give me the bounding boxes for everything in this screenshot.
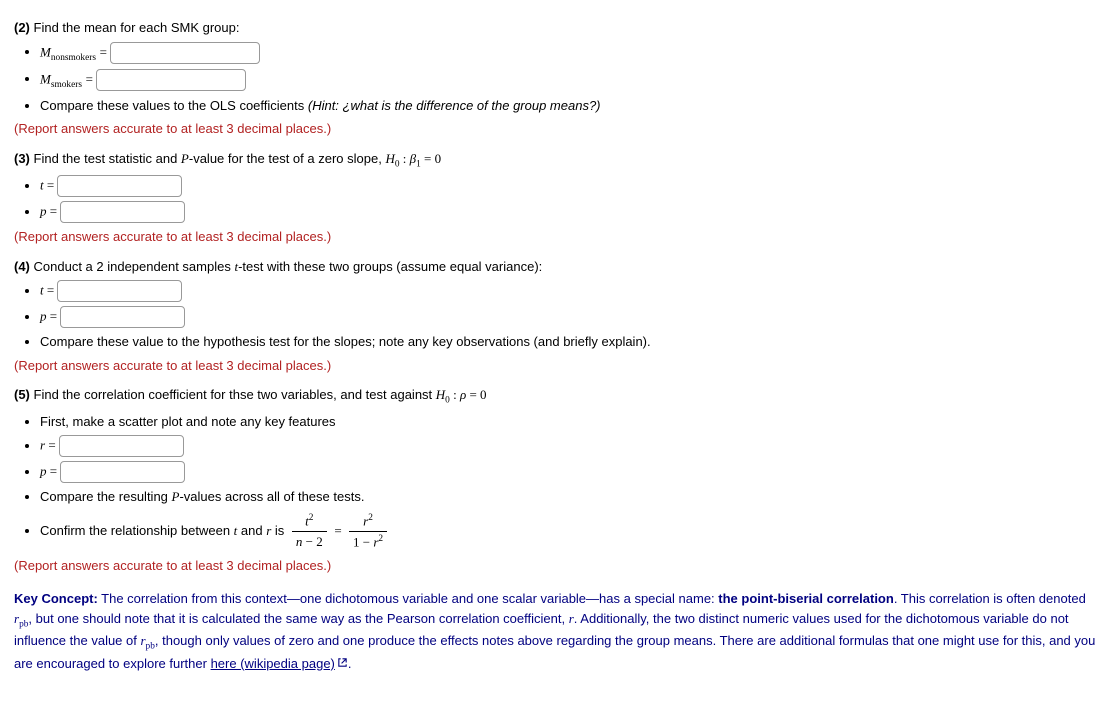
- q5-colon: :: [450, 387, 460, 402]
- kc-wikipedia-link[interactable]: here (wikipedia page): [211, 656, 335, 671]
- q3-eq0: = 0: [421, 151, 441, 166]
- q5-frac-left: t2 n − 2: [292, 511, 327, 551]
- q5-p-eq: =: [47, 464, 61, 479]
- q3-input-t[interactable]: [57, 175, 182, 197]
- q2-header: (2) Find the mean for each SMK group:: [14, 18, 1103, 38]
- q5-header: (5) Find the correlation coefficient for…: [14, 385, 1103, 408]
- q5-list: First, make a scatter plot and note any …: [40, 412, 1103, 552]
- q5-frac-eq: =: [334, 523, 345, 538]
- q4-p-eq: =: [47, 309, 61, 324]
- q5-confirm-and: and: [237, 523, 266, 538]
- q5-r-eq: =: [45, 438, 59, 453]
- q3-input-p[interactable]: [60, 201, 185, 223]
- q2-M-nonsmokers-M: M: [40, 44, 51, 59]
- q5-input-p[interactable]: [60, 461, 185, 483]
- q3-prompt-b: -value for the test of a zero slope,: [189, 151, 386, 166]
- key-concept-label: Key Concept:: [14, 591, 98, 606]
- q3-item-t: t =: [40, 175, 1103, 197]
- q4-input-p[interactable]: [60, 306, 185, 328]
- q2-M-smokers-M: M: [40, 71, 51, 86]
- q5-input-r[interactable]: [59, 435, 184, 457]
- q5-confirm-is: is: [271, 523, 288, 538]
- q2-item-compare: Compare these values to the OLS coeffici…: [40, 96, 1103, 116]
- kc-period: .: [348, 656, 352, 671]
- q2-input-nonsmokers[interactable]: [110, 42, 260, 64]
- q3-t-eq: =: [44, 178, 58, 193]
- q4-accuracy-note: (Report answers accurate to at least 3 d…: [14, 356, 1103, 376]
- q3-header: (3) Find the test statistic and P-value …: [14, 149, 1103, 172]
- q3-accuracy-note: (Report answers accurate to at least 3 d…: [14, 227, 1103, 247]
- q5-f2-rr2: 2: [378, 534, 383, 544]
- kc-t2: . This correlation is often denoted: [894, 591, 1086, 606]
- q5-item-compare: Compare the resulting P-values across al…: [40, 487, 1103, 507]
- key-concept-block: Key Concept: The correlation from this c…: [14, 589, 1103, 673]
- kc-pb-label: the point-biserial correlation: [718, 591, 894, 606]
- q4-prompt-b: -test with these two groups (assume equa…: [238, 259, 542, 274]
- q5-accuracy-note: (Report answers accurate to at least 3 d…: [14, 556, 1103, 576]
- kc-t5: , though only values of zero and one pro…: [14, 633, 1095, 671]
- q4-item-p: p =: [40, 306, 1103, 328]
- kc-pb-sub2: pb: [146, 642, 155, 652]
- q2-item-nonsmokers: Mnonsmokers =: [40, 42, 1103, 65]
- q3-p-eq: =: [47, 204, 61, 219]
- q5-item-p: p =: [40, 461, 1103, 483]
- q5-compare-a: Compare the resulting: [40, 489, 172, 504]
- q5-f1-t2: 2: [309, 513, 314, 523]
- q2-input-smokers[interactable]: [96, 69, 246, 91]
- q3-colon: :: [400, 151, 410, 166]
- q5-f2-1m: 1 −: [353, 534, 373, 549]
- q2-eq-1: =: [100, 44, 111, 59]
- q3-P-italic: P: [181, 151, 189, 166]
- q4-header: (4) Conduct a 2 independent samples t-te…: [14, 257, 1103, 277]
- q3-prompt-a: Find the test statistic and: [34, 151, 181, 166]
- q5-frac-right: r2 1 − r2: [349, 511, 387, 552]
- q2-accuracy-note: (Report answers accurate to at least 3 d…: [14, 119, 1103, 139]
- external-link-icon: [337, 654, 348, 665]
- q2-list: Mnonsmokers = Msmokers = Compare these v…: [40, 42, 1103, 116]
- q2-prompt: Find the mean for each SMK group:: [34, 20, 240, 35]
- q5-number: (5): [14, 387, 30, 402]
- q5-item-confirm: Confirm the relationship between t and r…: [40, 511, 1103, 552]
- q5-H: H: [436, 387, 445, 402]
- q3-item-p: p =: [40, 201, 1103, 223]
- q2-hint-text: ¿what is the difference of the group mea…: [339, 98, 601, 113]
- kc-t3: , but one should note that it is calcula…: [28, 611, 568, 626]
- q4-t-eq: =: [44, 283, 58, 298]
- q3-H: H: [385, 151, 394, 166]
- q4-prompt-a: Conduct a 2 independent samples: [34, 259, 235, 274]
- q2-compare-text: Compare these values to the OLS coeffici…: [40, 98, 308, 113]
- q2-M-smokers-sub: smokers: [51, 80, 82, 90]
- q5-f1-m2: − 2: [302, 534, 322, 549]
- q2-hint-label: (Hint:: [308, 98, 339, 113]
- q3-number: (3): [14, 151, 30, 166]
- q4-list: t = p = Compare these value to the hypot…: [40, 280, 1103, 352]
- q2-eq-2: =: [86, 71, 97, 86]
- kc-pb-sub1: pb: [19, 619, 28, 629]
- q5-prompt-a: Find the correlation coefficient for ths…: [34, 387, 436, 402]
- q5-f2-r2: 2: [368, 513, 373, 523]
- q4-item-t: t =: [40, 280, 1103, 302]
- q4-number: (4): [14, 259, 30, 274]
- q5-eq0: = 0: [466, 387, 486, 402]
- q5-item-scatter: First, make a scatter plot and note any …: [40, 412, 1103, 432]
- q3-list: t = p =: [40, 175, 1103, 223]
- q4-input-t[interactable]: [57, 280, 182, 302]
- q5-item-r: r =: [40, 435, 1103, 457]
- kc-t1: The correlation from this context—one di…: [98, 591, 718, 606]
- q2-number: (2): [14, 20, 30, 35]
- q5-compare-b: -values across all of these tests.: [179, 489, 364, 504]
- q5-confirm-a: Confirm the relationship between: [40, 523, 234, 538]
- q2-M-nonsmokers-sub: nonsmokers: [51, 53, 96, 63]
- q2-item-smokers: Msmokers =: [40, 69, 1103, 92]
- q4-item-compare: Compare these value to the hypothesis te…: [40, 332, 1103, 352]
